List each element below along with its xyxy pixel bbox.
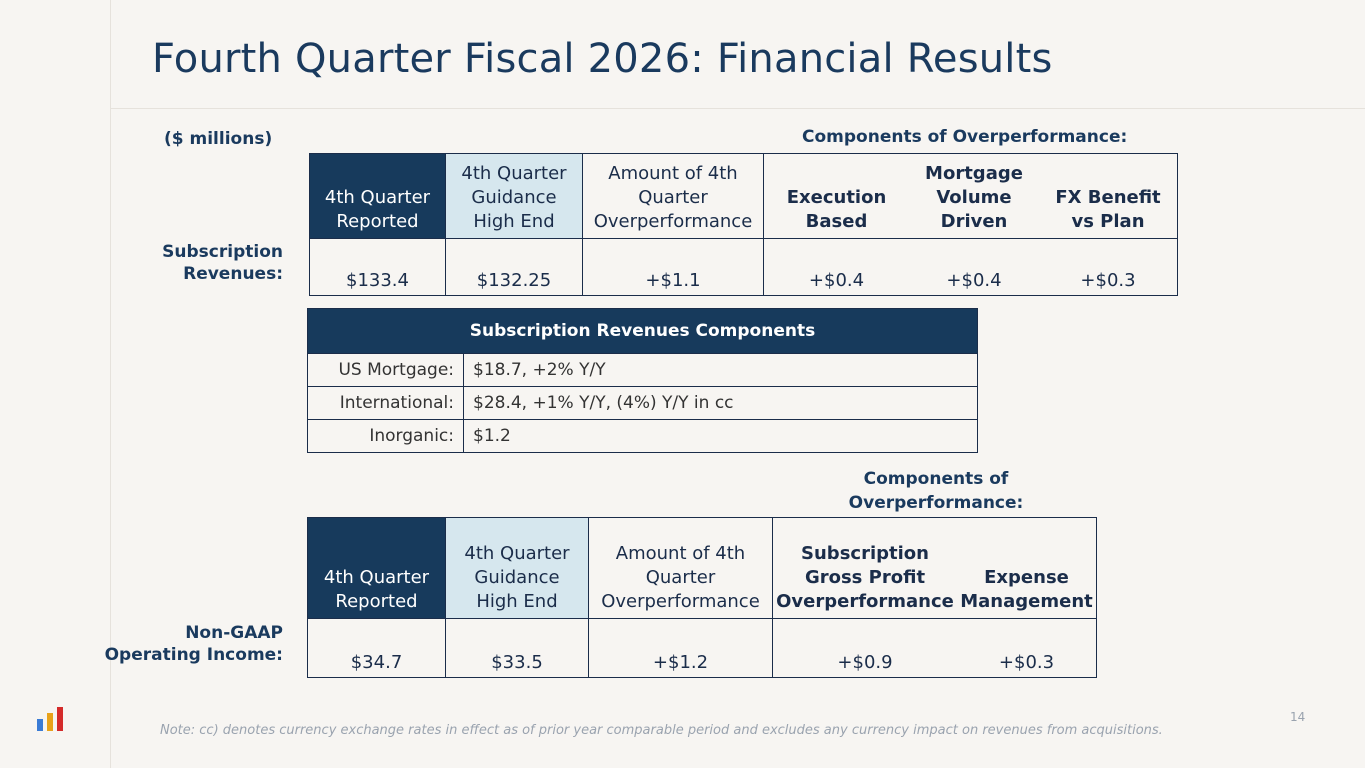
value-expense: +$0.3 — [957, 618, 1097, 678]
value-fx: +$0.3 — [1039, 238, 1178, 296]
value-execution: +$0.4 — [763, 238, 909, 296]
page-title: Fourth Quarter Fiscal 2026: Financial Re… — [152, 36, 1053, 82]
header-guidance: 4th Quarter Guidance High End — [445, 153, 583, 239]
components-label-top: Components of Overperformance: — [802, 127, 1128, 147]
value-reported: $34.7 — [307, 618, 446, 678]
header-fx: FX Benefit vs Plan — [1039, 153, 1178, 239]
value-reported: $133.4 — [309, 238, 446, 296]
row-value: $28.4, +1% Y/Y, (4%) Y/Y in cc — [463, 386, 978, 420]
table-row: $34.7 $33.5 +$1.2 +$0.9 +$0.3 — [307, 618, 1097, 678]
subscription-revenues-table: 4th Quarter Reported 4th Quarter Guidance H… — [309, 153, 1178, 296]
subscription-components-table: Subscription Revenues Components US Mort… — [307, 308, 978, 453]
header-execution: Execution Based — [763, 153, 909, 239]
row-key: US Mortgage: — [307, 353, 464, 387]
header-guidance: 4th Quarter Guidance High End — [445, 517, 589, 619]
page-number: 14 — [1290, 710, 1306, 724]
header-overperformance: Amount of 4th Quarter Overperformance — [582, 153, 764, 239]
bar-chart-logo-icon — [37, 707, 63, 731]
value-gross-profit: +$0.9 — [772, 618, 957, 678]
operating-income-table: 4th Quarter Reported 4th Quarter Guidance H… — [307, 517, 1097, 678]
header-reported: 4th Quarter Reported — [309, 153, 446, 239]
row-key: International: — [307, 386, 464, 420]
components-label-bottom: Components of Overperformance: — [848, 469, 1024, 513]
left-divider — [110, 0, 111, 768]
value-overperformance: +$1.1 — [582, 238, 764, 296]
table-row: Inorganic: $1.2 — [307, 419, 978, 453]
value-mortgage: +$0.4 — [909, 238, 1039, 296]
operating-row-label: Non-GAAP Operating Income: — [104, 623, 283, 665]
header-gross-profit: Subscription Gross Profit Overperformance — [772, 517, 957, 619]
value-overperformance: +$1.2 — [588, 618, 773, 678]
header-overperformance: Amount of 4th Quarter Overperformance — [588, 517, 773, 619]
row-key: Inorganic: — [307, 419, 464, 453]
footnote: Note: cc) denotes currency exchange rate… — [160, 723, 1163, 738]
value-guidance: $33.5 — [445, 618, 589, 678]
header-mortgage: Mortgage Volume Driven — [909, 153, 1039, 239]
value-guidance: $132.25 — [445, 238, 583, 296]
components-table-header: Subscription Revenues Components — [307, 308, 978, 354]
units-label: ($ millions) — [164, 129, 273, 149]
header-reported: 4th Quarter Reported — [307, 517, 446, 619]
table-row: $133.4 $132.25 +$1.1 +$0.4 +$0.4 +$0.3 — [309, 238, 1178, 296]
table-row: International: $28.4, +1% Y/Y, (4%) Y/Y … — [307, 386, 978, 420]
header-divider — [110, 108, 1365, 109]
header-expense: Expense Management — [957, 517, 1097, 619]
table-row: US Mortgage: $18.7, +2% Y/Y — [307, 353, 978, 387]
subscription-row-label: Subscription Revenues: — [162, 242, 283, 284]
row-value: $1.2 — [463, 419, 978, 453]
row-value: $18.7, +2% Y/Y — [463, 353, 978, 387]
